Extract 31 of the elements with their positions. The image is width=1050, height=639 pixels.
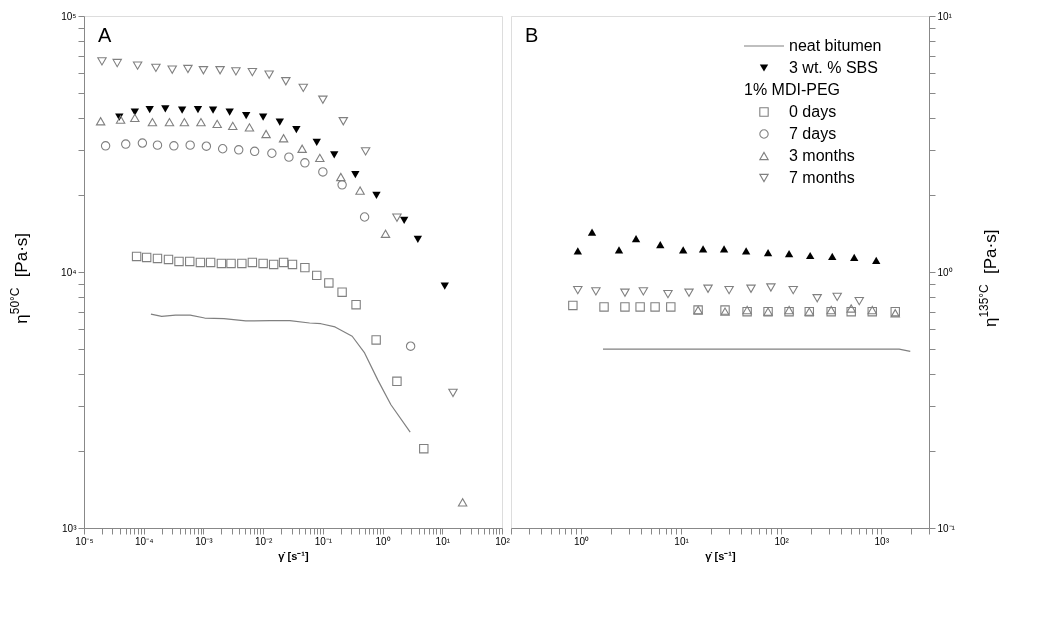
x-axis-title: γ̇ [s⁻¹] xyxy=(705,549,736,562)
legend-label: 7 months xyxy=(789,169,855,186)
y-tick-label: 10⁵ xyxy=(61,10,77,22)
y-axis-title: η50°C [Pa·s] xyxy=(8,232,31,324)
x-tick-label: 10⁻¹ xyxy=(314,535,333,547)
legend-label: 7 days xyxy=(789,125,837,142)
x-tick-label: 10² xyxy=(774,535,790,547)
x-tick-label: 10³ xyxy=(874,535,890,547)
legend-label: neat bitumen xyxy=(789,37,882,54)
chart-title: B xyxy=(525,24,539,46)
legend-label: 0 days xyxy=(789,103,837,120)
legend-label: 3 wt. % SBS xyxy=(789,59,878,76)
x-tick-label: 10⁰ xyxy=(573,535,590,547)
chart-title: A xyxy=(98,24,112,46)
x-tick-label: 10⁻⁴ xyxy=(135,535,154,547)
x-axis-title: γ̇ [s⁻¹] xyxy=(278,549,309,562)
y-tick-label: 10⁴ xyxy=(61,266,77,278)
legend-label: 3 months xyxy=(789,147,855,164)
legend-title: 1% MDI-PEG xyxy=(744,81,841,98)
x-tick-label: 10⁻³ xyxy=(195,535,214,547)
x-tick-label: 10¹ xyxy=(674,535,690,547)
x-tick-label: 10⁰ xyxy=(375,535,391,547)
y-tick-label: 10⁰ xyxy=(937,266,953,278)
x-tick-label: 10⁻⁵ xyxy=(75,535,94,547)
x-tick-label: 10⁻² xyxy=(254,535,274,547)
x-tick-label: 10² xyxy=(495,535,511,547)
x-tick-label: 10¹ xyxy=(435,535,451,547)
y-tick-label: 10³ xyxy=(62,522,78,534)
y-axis-title: η135°C [Pa·s] xyxy=(977,229,1000,328)
y-tick-label: 10⁻¹ xyxy=(937,522,956,534)
y-tick-label: 10¹ xyxy=(937,10,953,22)
